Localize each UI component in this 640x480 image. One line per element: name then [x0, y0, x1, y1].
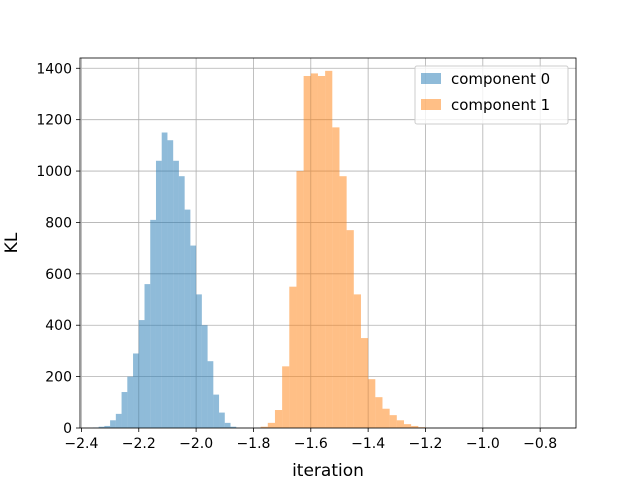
- x-tick-label: −1.6: [294, 436, 328, 452]
- x-tick-label: −0.8: [523, 436, 557, 452]
- histogram-bar: [150, 219, 156, 428]
- histogram-bar: [213, 394, 220, 428]
- histogram-bar: [133, 353, 139, 428]
- histogram-bar: [382, 408, 390, 428]
- histogram-bar: [230, 426, 237, 428]
- y-axis-ticks: 0 200 400 600 800 1000 1200 1400: [36, 61, 80, 437]
- histogram-bar: [201, 325, 208, 428]
- histogram-bar: [389, 415, 397, 428]
- histogram-bar: [196, 294, 202, 428]
- y-tick-label: 400: [45, 318, 72, 334]
- x-tick-label: −2.4: [64, 436, 98, 452]
- x-tick-label: −2.0: [179, 436, 213, 452]
- histogram-bar: [115, 413, 122, 428]
- histogram-bar: [98, 426, 105, 428]
- histogram-bar: [375, 397, 383, 428]
- legend-swatch: [421, 99, 441, 110]
- legend-swatch: [421, 73, 441, 84]
- plot-frame: [79, 57, 577, 429]
- y-tick-label: 600: [45, 267, 72, 283]
- histogram-bar: [368, 379, 376, 428]
- y-tick-label: 800: [45, 215, 72, 231]
- y-tick-label: 1400: [36, 61, 72, 77]
- histogram-bar: [353, 294, 361, 428]
- histogram-bar: [411, 425, 419, 428]
- y-tick-label: 1000: [36, 164, 72, 180]
- histogram-bar: [296, 171, 304, 429]
- histogram-bar: [155, 160, 162, 428]
- histogram-bar: [184, 209, 191, 428]
- histogram-bar: [267, 422, 275, 428]
- x-tick-label: −1.0: [466, 436, 500, 452]
- histogram-bar: [207, 361, 214, 428]
- histogram-bar: [260, 426, 268, 428]
- histogram-bar: [396, 420, 404, 428]
- histogram-bar: [346, 230, 354, 428]
- legend-box: [414, 65, 569, 125]
- histogram-bar: [303, 75, 311, 428]
- histogram-bar: [110, 420, 116, 428]
- histogram-bar: [219, 412, 225, 428]
- histogram-bar: [360, 338, 369, 428]
- x-tick-label: −1.4: [351, 436, 385, 452]
- histogram-bars: [92, 70, 426, 429]
- histogram-bar: [161, 132, 168, 428]
- x-axis-label: iteration: [292, 461, 364, 480]
- histogram-bar: [190, 245, 197, 428]
- histogram-bar: [138, 320, 145, 428]
- histogram-bar: [317, 75, 326, 428]
- histogram-bar: [282, 366, 290, 428]
- y-tick-label: 200: [45, 370, 72, 386]
- histogram-bar: [310, 73, 318, 429]
- histogram-bar: [403, 424, 412, 428]
- histogram-bar: [289, 286, 297, 428]
- histogram-bar: [121, 392, 128, 428]
- histogram-bar: [127, 376, 134, 428]
- x-tick-label: −1.8: [236, 436, 270, 452]
- y-tick-label: 0: [63, 421, 72, 437]
- histogram-bar: [178, 176, 185, 428]
- x-tick-label: −2.2: [122, 436, 156, 452]
- histogram-bar: [332, 127, 340, 428]
- histogram-bar: [274, 410, 283, 428]
- legend-label: component 1: [451, 96, 550, 114]
- histogram-bar: [224, 422, 231, 428]
- histogram-bar: [144, 284, 151, 428]
- histogram-bar: [173, 160, 179, 428]
- histogram-bar: [167, 140, 174, 428]
- legend: component 0 component 1: [414, 65, 569, 125]
- y-tick-label: 1200: [36, 113, 72, 129]
- legend-label: component 0: [451, 70, 550, 88]
- histogram-bar: [339, 176, 347, 428]
- histogram-bar: [325, 70, 333, 428]
- histogram-bar: [104, 425, 111, 428]
- x-axis-ticks: −2.4 −2.2 −2.0 −1.8 −1.6 −1.4 −1.2 −1.0 −0.8: [64, 428, 557, 452]
- y-axis-label: KL: [2, 232, 22, 253]
- x-tick-label: −1.2: [408, 436, 442, 452]
